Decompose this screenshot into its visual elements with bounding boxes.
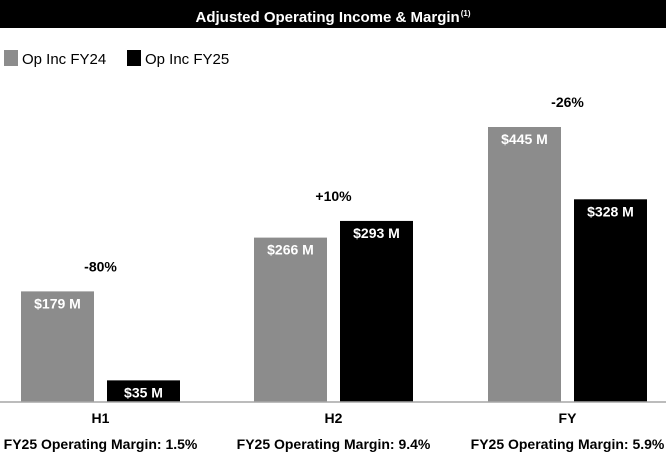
bar-fy-series-2 — [574, 199, 647, 402]
change-label: -26% — [551, 94, 584, 110]
operating-margin-label: FY25 Operating Margin: 9.4% — [237, 436, 431, 452]
change-label: +10% — [315, 188, 352, 204]
legend: Op Inc FY24 Op Inc FY25 — [4, 50, 229, 68]
bar-value-label: $179 M — [34, 295, 81, 311]
bar-h2-series-2 — [340, 220, 413, 402]
bar-value-label: $35 M — [124, 384, 163, 400]
category-label: H1 — [92, 410, 110, 426]
operating-margin-label: FY25 Operating Margin: 1.5% — [4, 436, 198, 452]
bar-value-label: $328 M — [587, 203, 634, 219]
legend-swatch-2 — [127, 50, 141, 66]
title-footnote: (1) — [460, 9, 471, 18]
bar-fy-series-1 — [488, 127, 561, 402]
bar-value-label: $266 M — [267, 242, 314, 258]
bar-value-label: $293 M — [353, 225, 400, 241]
bar-h1-series-2 — [107, 380, 180, 402]
legend-label-1: Op Inc FY24 — [22, 51, 106, 68]
category-label: H2 — [325, 410, 343, 426]
category-label: FY — [559, 410, 578, 426]
category-labels: H1 FY25 Operating Margin: 1.5% H2 FY25 Oper… — [4, 410, 665, 452]
chart-title: Adjusted Operating Income & Margin(1) — [0, 0, 666, 28]
operating-margin-label: FY25 Operating Margin: 5.9% — [471, 436, 665, 452]
bar-value-label: $445 M — [501, 131, 548, 147]
bar-h1-series-1 — [21, 291, 94, 402]
bars: $179 M $35 M -80% $266 M $293 M +10% $445 M $32… — [21, 94, 647, 402]
legend-label-2: Op Inc FY25 — [145, 51, 229, 68]
bar-h2-series-1 — [254, 237, 327, 402]
change-label: -80% — [84, 258, 117, 274]
legend-swatch-1 — [4, 50, 18, 66]
